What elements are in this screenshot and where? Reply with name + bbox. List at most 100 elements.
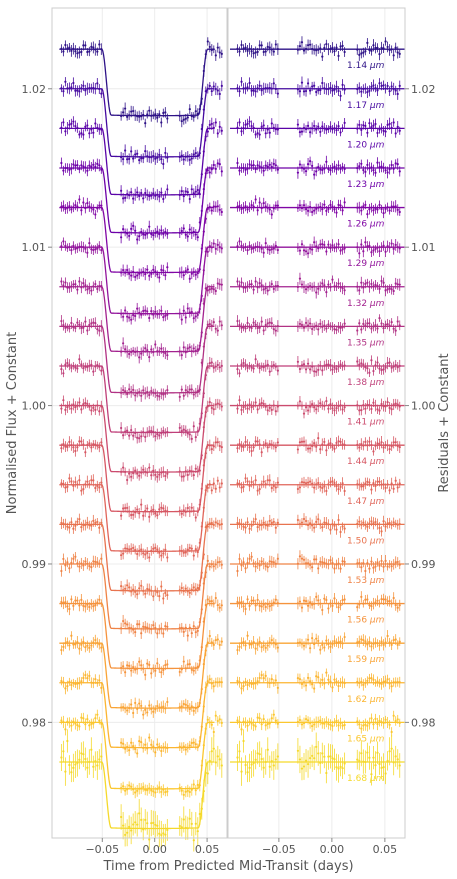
residual-point (244, 404, 247, 407)
data-point (182, 346, 185, 349)
residual-point (317, 206, 320, 209)
residual-point (242, 406, 245, 409)
data-point (190, 668, 193, 671)
residual-point (323, 404, 326, 408)
data-points-1.35 (60, 315, 223, 402)
data-point (78, 358, 81, 361)
residual-point (362, 638, 365, 642)
data-point (124, 390, 127, 393)
data-point (124, 470, 127, 474)
residual-point (341, 248, 344, 251)
residual-point (343, 406, 346, 409)
residual-point (266, 524, 269, 527)
data-point (220, 129, 223, 132)
data-point (132, 513, 135, 516)
residual-point (308, 89, 312, 92)
residual-point (333, 127, 336, 130)
data-point (64, 523, 67, 526)
data-point (78, 401, 81, 404)
residual-point (266, 644, 269, 647)
data-point (214, 521, 217, 524)
data-point (94, 322, 97, 325)
data-point (88, 164, 91, 167)
data-point (218, 444, 221, 448)
data-point (214, 638, 217, 642)
data-point (122, 315, 125, 318)
data-point (216, 681, 219, 684)
residual-point (268, 321, 271, 324)
data-point (186, 634, 189, 637)
data-point (78, 682, 81, 685)
data-point (200, 487, 203, 490)
data-points-1.62 (60, 670, 223, 758)
residual-point (270, 717, 273, 720)
data-point (96, 364, 99, 367)
data-point (78, 51, 81, 54)
residual-point (370, 520, 373, 523)
residual-point (238, 372, 241, 375)
residual-point (254, 565, 257, 568)
data-point (152, 547, 155, 550)
data-point (64, 486, 67, 489)
residual-point (260, 451, 263, 454)
residual-point (306, 362, 310, 365)
residual-point (386, 245, 389, 248)
residual-point (374, 324, 377, 327)
data-point (84, 646, 87, 649)
data-point (204, 410, 207, 414)
residual-point (376, 246, 379, 249)
residual-point (304, 642, 308, 645)
data-point (142, 746, 145, 750)
data-point (214, 403, 217, 406)
data-point (128, 548, 131, 551)
wavelength-value: 1.47 (347, 497, 370, 507)
data-point (162, 350, 165, 354)
residual-point (358, 446, 361, 449)
data-point (94, 213, 97, 216)
residual-point (329, 325, 332, 328)
residual-point (304, 250, 308, 253)
residual-point (382, 405, 385, 408)
residual-point (256, 326, 259, 330)
residual-point (362, 602, 365, 605)
residual-point (331, 686, 334, 689)
wavelength-unit: μm (369, 734, 385, 744)
residual-point (270, 638, 273, 642)
data-point (182, 158, 185, 161)
data-point (146, 711, 149, 714)
data-point (206, 559, 209, 562)
data-point (88, 132, 91, 135)
residual-point (394, 604, 397, 607)
data-point (98, 365, 101, 368)
data-point (88, 87, 91, 90)
residual-point (258, 201, 261, 204)
data-point (62, 240, 65, 243)
data-point (142, 552, 145, 555)
data-point (128, 234, 131, 238)
residual-point (335, 719, 338, 722)
data-point (214, 205, 217, 208)
data-point (154, 473, 157, 476)
data-point (146, 232, 149, 235)
data-point (82, 133, 85, 136)
residual-point (268, 208, 271, 211)
data-point (96, 681, 99, 685)
residual-point (256, 598, 259, 601)
data-point (204, 53, 207, 56)
residual-point (376, 599, 379, 602)
data-point (76, 599, 79, 602)
data-point (152, 710, 155, 713)
data-point (68, 286, 71, 289)
data-point (216, 205, 219, 208)
residual-point (390, 408, 393, 411)
data-point (156, 662, 159, 665)
data-point (142, 667, 145, 670)
data-point (218, 208, 221, 211)
residual-point (250, 247, 253, 251)
residual-point (370, 560, 373, 563)
residual-point (270, 678, 273, 681)
residual-point (308, 322, 312, 325)
residual-point (396, 51, 399, 54)
data-point (208, 123, 211, 127)
residual-point (254, 168, 257, 171)
